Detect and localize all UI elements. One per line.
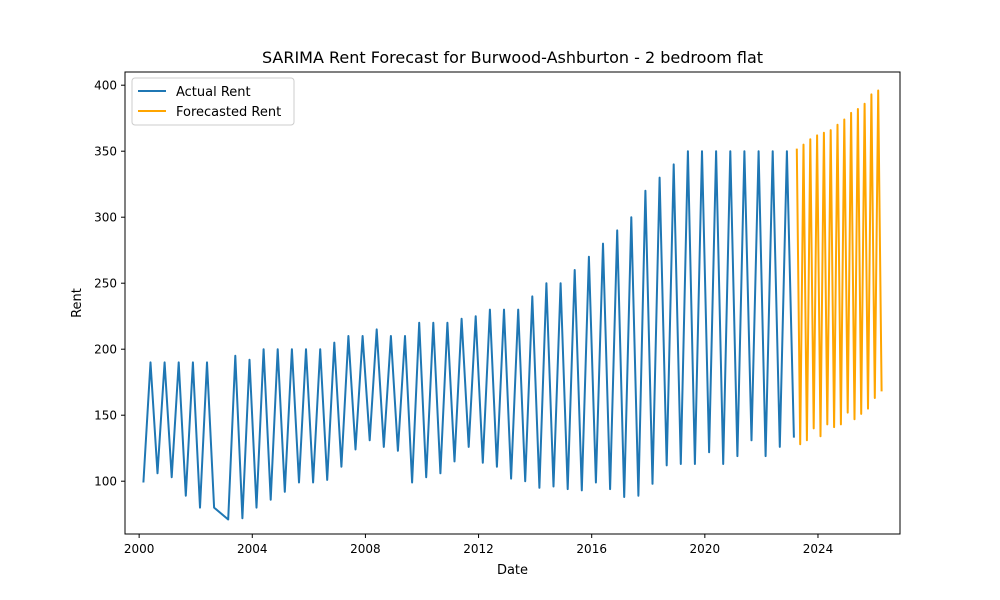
chart-title: SARIMA Rent Forecast for Burwood-Ashburt… — [262, 48, 763, 67]
y-tick-label: 150 — [94, 409, 117, 423]
plot-area-frame — [124, 71, 901, 535]
y-tick-label: 250 — [94, 277, 117, 291]
x-tick-label: 2012 — [463, 542, 494, 556]
legend-label-forecasted-rent: Forecasted Rent — [176, 105, 281, 120]
y-tick-label: 350 — [94, 145, 117, 159]
y-tick-label: 200 — [94, 343, 117, 357]
series-line-forecasted-rent — [795, 89, 883, 446]
x-tick-label: 2000 — [124, 542, 155, 556]
x-axis: 2000 2004 2008 2012 2016 2020 2024 — [124, 534, 833, 556]
x-tick-label: 2004 — [237, 542, 268, 556]
legend-label-actual-rent: Actual Rent — [176, 85, 251, 100]
legend: Actual Rent Forecasted Rent — [131, 77, 295, 126]
x-tick-label: 2008 — [350, 542, 381, 556]
y-axis: 100 150 200 250 300 350 400 — [94, 79, 125, 489]
x-tick-label: 2020 — [690, 542, 721, 556]
series-layer — [142, 89, 883, 521]
y-axis-label: Rent — [70, 288, 85, 318]
x-tick-label: 2024 — [803, 542, 834, 556]
x-axis-label: Date — [497, 563, 528, 578]
y-tick-label: 100 — [94, 475, 117, 489]
series-line-actual-rent — [142, 150, 795, 521]
x-tick-label: 2016 — [576, 542, 607, 556]
y-tick-label: 400 — [94, 79, 117, 93]
legend-box — [131, 77, 295, 126]
y-tick-label: 300 — [94, 211, 117, 225]
